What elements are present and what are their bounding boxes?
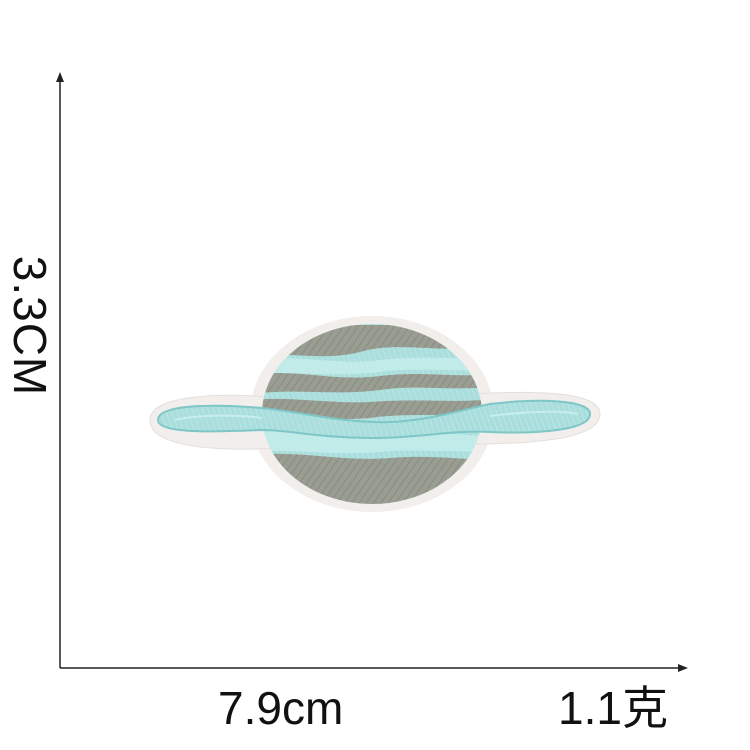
planet-body: [262, 324, 482, 504]
weight-label: 1.1克: [558, 682, 668, 734]
width-dimension-label: 7.9cm: [218, 682, 344, 734]
dimension-axes: [56, 72, 688, 672]
vertical-axis-arrow: [56, 72, 64, 82]
horizontal-axis-arrow: [678, 664, 688, 672]
planet-ring: [156, 399, 592, 440]
planet-patch-icon: [149, 316, 601, 512]
height-dimension-label: 3.3CM: [4, 255, 56, 397]
